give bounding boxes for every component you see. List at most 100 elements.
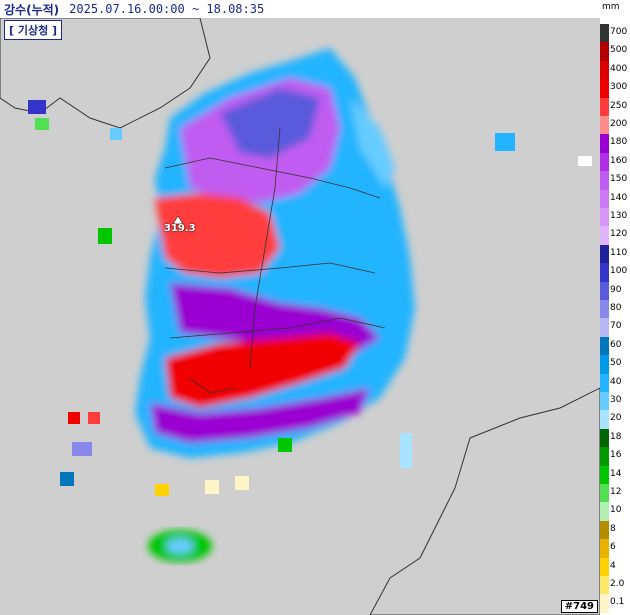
legend-label: 70 <box>610 321 622 332</box>
legend-swatch <box>600 410 609 430</box>
legend-item: 140 <box>600 189 630 209</box>
legend-label: 180 <box>610 137 628 148</box>
legend-swatch <box>600 171 609 191</box>
legend-label: 0.1 <box>610 597 625 608</box>
legend-swatch <box>600 318 609 338</box>
japan-coastline <box>369 387 600 615</box>
legend-label: 4 <box>610 560 616 571</box>
legend-item: 100 <box>600 263 630 283</box>
legend-item: 18 <box>600 428 630 448</box>
legend-item: 60 <box>600 336 630 356</box>
legend-label: 10 <box>610 505 622 516</box>
small-echoes <box>28 100 592 496</box>
precipitation-legend: mm 700 500 400 300 250 200 180 160 150 140 130 120 1… <box>600 0 630 615</box>
legend-item: 40 <box>600 373 630 393</box>
max-value-label: 319.3 <box>164 223 196 234</box>
legend-item: 90 <box>600 281 630 301</box>
legend-swatch <box>600 244 609 264</box>
agency-badge: [ 기상청 ] <box>4 20 63 40</box>
legend-swatch <box>600 97 609 117</box>
legend-label: 200 <box>610 119 628 129</box>
legend-item: 14 <box>600 465 630 485</box>
legend-swatch <box>600 24 609 43</box>
legend-item: 180 <box>600 134 630 154</box>
legend-swatch <box>600 539 609 559</box>
legend-swatch <box>600 484 609 503</box>
legend-item: 16 <box>600 447 630 467</box>
legend-swatch <box>600 447 609 467</box>
precipitation-map[interactable]: 319.3 [ 기상청 ] #749 <box>0 18 600 615</box>
jeju-rain <box>148 530 212 562</box>
legend-swatch <box>600 152 609 172</box>
rain-field <box>135 48 415 458</box>
legend-label: 90 <box>610 284 622 295</box>
legend-item: 50 <box>600 355 630 375</box>
legend-item: 20 <box>600 410 630 430</box>
legend-swatch <box>600 79 609 99</box>
legend-item: 80 <box>600 300 630 319</box>
legend-label: 12 <box>610 487 622 497</box>
legend-item: 12 <box>600 484 630 503</box>
legend-swatch <box>600 336 609 356</box>
frame-counter: #749 <box>560 600 598 613</box>
legend-swatch <box>600 355 609 375</box>
header-bar: 강수(누적) 2025.07.16.00:00 ~ 18.08:35 <box>0 0 600 18</box>
legend-swatch <box>600 226 609 246</box>
map-svg <box>0 18 600 615</box>
legend-item: 30 <box>600 392 630 411</box>
legend-item: 500 <box>600 42 630 62</box>
legend-label: 150 <box>610 174 628 185</box>
legend-swatch <box>600 373 609 393</box>
legend-swatch <box>600 392 609 411</box>
legend-swatch <box>600 594 609 614</box>
legend-label: 500 <box>610 45 628 56</box>
legend-item: 150 <box>600 171 630 191</box>
legend-item: 70 <box>600 318 630 338</box>
legend-swatch <box>600 465 609 485</box>
china-coastline <box>0 18 211 129</box>
legend-swatch <box>600 576 609 595</box>
legend-label: 6 <box>610 542 616 553</box>
legend-label: 160 <box>610 155 628 166</box>
legend-unit: mm <box>602 2 620 12</box>
legend-label: 100 <box>610 266 628 277</box>
legend-swatch <box>600 208 609 227</box>
legend-item: 2.0 <box>600 576 630 595</box>
legend-item: 130 <box>600 208 630 227</box>
legend-label: 2.0 <box>610 579 625 589</box>
legend-item: 110 <box>600 244 630 264</box>
legend-swatch <box>600 502 609 522</box>
legend-item: 120 <box>600 226 630 246</box>
legend-label: 140 <box>610 192 628 203</box>
legend-label: 250 <box>610 100 628 111</box>
province-boundaries <box>164 127 386 394</box>
legend-label: 30 <box>610 395 622 405</box>
legend-swatch <box>600 42 609 62</box>
legend-swatch <box>600 116 609 135</box>
legend-label: 120 <box>610 229 628 240</box>
map-title: 강수(누적) <box>4 2 60 17</box>
max-marker <box>172 215 184 225</box>
legend-swatch <box>600 300 609 319</box>
legend-label: 8 <box>610 523 616 534</box>
legend-item: 400 <box>600 60 630 80</box>
legend-swatch <box>600 60 609 80</box>
legend-swatch <box>600 189 609 209</box>
legend-item: 700 <box>600 24 630 43</box>
legend-swatch <box>600 263 609 283</box>
legend-item: 250 <box>600 97 630 117</box>
legend-swatch <box>600 134 609 154</box>
legend-item: 6 <box>600 539 630 559</box>
legend-label: 80 <box>610 303 622 313</box>
legend-label: 20 <box>610 413 622 424</box>
legend-item: 160 <box>600 152 630 172</box>
legend-label: 110 <box>610 247 628 258</box>
legend-label: 400 <box>610 63 628 74</box>
legend-item: 10 <box>600 502 630 522</box>
legend-label: 16 <box>610 450 622 461</box>
legend-label: 130 <box>610 211 628 221</box>
legend-swatch <box>600 428 609 448</box>
legend-label: 700 <box>610 27 628 37</box>
legend-item: 300 <box>600 79 630 99</box>
